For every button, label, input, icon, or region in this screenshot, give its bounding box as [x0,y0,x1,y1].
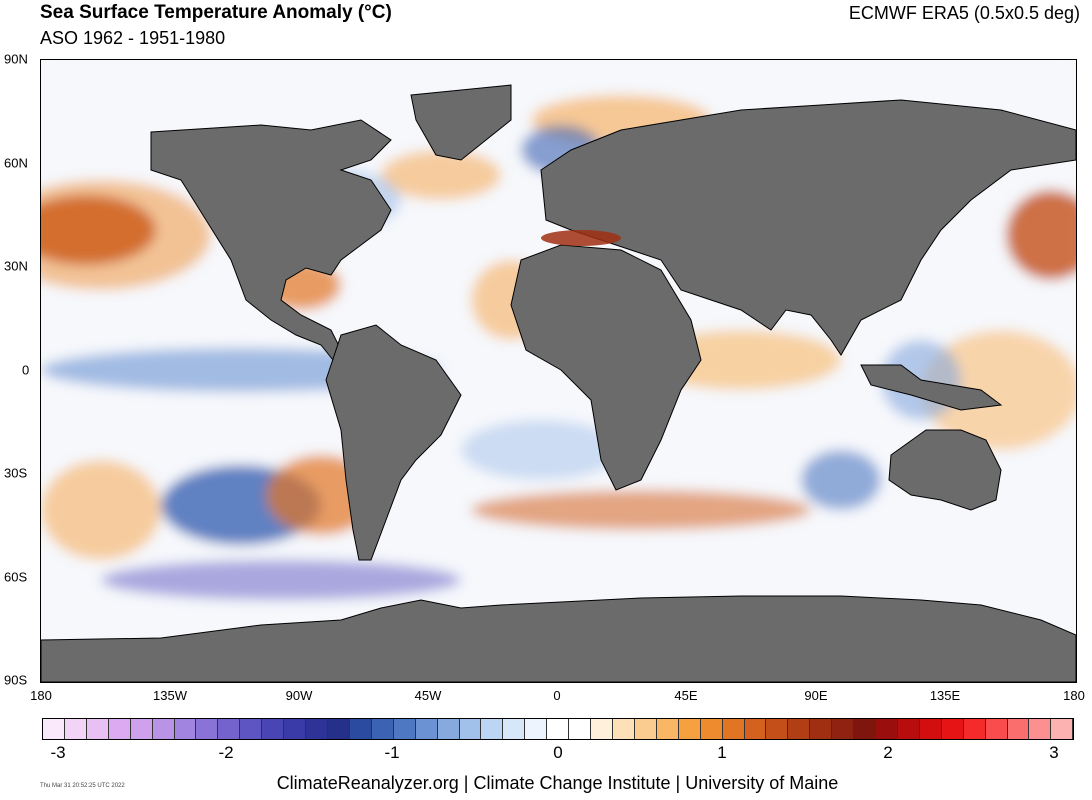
colorbar-tick-label: -2 [218,743,234,762]
colorbar-swatch [656,719,679,739]
land-greenland [410,84,512,161]
colorbar-swatch [985,719,1008,739]
lon-label: 45W [414,688,442,703]
colorbar-swatch [393,719,416,739]
colorbar-swatch [722,719,745,739]
lon-label: 90W [285,688,313,703]
chart-title: Sea Surface Temperature Anomaly (°C) [40,2,392,23]
land-north-america [150,119,392,361]
colorbar-swatch [371,719,394,739]
colorbar-tick-label: 0 [553,743,563,762]
lat-label: 30N [4,258,28,274]
colorbar-swatch [963,719,986,739]
colorbar-swatch [306,719,328,739]
colorbar-swatch [547,719,570,739]
footer-credits: ClimateReanalyzer.org | Climate Change I… [276,773,839,793]
colorbar-swatch [218,719,241,739]
mediterranean-anomaly [541,230,621,246]
colorbar-swatch [569,719,592,739]
colorbar [42,718,1074,740]
land-eurasia [540,99,1076,356]
colorbar-swatch [459,719,482,739]
colorbar-swatch [415,719,438,739]
lon-label: 180 [30,688,52,703]
colorbar-swatch [503,719,526,739]
lon-label: 45E [674,688,698,703]
colorbar-swatch [634,719,657,739]
colorbar-swatch [766,719,789,739]
render-timestamp: Thu Mar 31 20:52:25 UTC 2022 [40,783,125,789]
colorbar-swatch [897,719,920,739]
land-maritime-asia [860,364,1003,411]
colorbar-swatch [349,719,372,739]
land-antarctica [41,595,1076,682]
colorbar-tick-label: 3 [1049,743,1059,762]
colorbar-swatch [876,719,898,739]
land-south-america [325,324,462,561]
colorbar-swatch [481,719,504,739]
colorbar-swatch [240,719,263,739]
colorbar-swatch [832,719,855,739]
colorbar-swatch [941,719,964,739]
colorbar-swatch [64,719,87,739]
colorbar-swatch [1007,719,1030,739]
land-africa [510,244,702,491]
colorbar-tick-label: -3 [50,743,66,762]
lat-label: 60N [4,155,28,171]
colorbar-swatch [1029,719,1052,739]
colorbar-swatch [678,719,701,739]
colorbar-swatch [612,719,635,739]
lat-label: 0 [22,362,30,378]
colorbar-swatch [86,719,109,739]
colorbar-swatch [1051,719,1074,739]
lat-label: 30S [4,465,28,481]
colorbar-swatch [43,719,65,739]
anomaly-map [40,59,1077,683]
chart-subtitle: ASO 1962 - 1951-1980 [40,28,226,48]
colorbar-swatch [174,719,197,739]
colorbar-swatch [437,719,460,739]
lon-label: 0 [553,688,561,703]
colorbar-swatch [810,719,833,739]
colorbar-swatch [196,719,219,739]
colorbar-swatch [152,719,175,739]
lat-label: 90N [4,51,28,67]
colorbar-tick-label: 1 [717,743,727,762]
lon-label: 135W [153,688,187,703]
colorbar-swatch [591,719,613,739]
lon-label: 90E [804,688,828,703]
colorbar-tick-label: 2 [883,743,893,762]
lon-label: 135E [929,688,961,703]
colorbar-swatch [130,719,153,739]
colorbar-swatch [744,719,767,739]
lon-label: 180 [1063,688,1085,703]
lat-label: 60S [4,569,28,585]
dataset-label: ECMWF ERA5 (0.5x0.5 deg) [848,3,1080,23]
colorbar-swatch [700,719,723,739]
colorbar-swatch [284,719,307,739]
colorbar-swatch [262,719,285,739]
colorbar-swatch [327,719,350,739]
colorbar-swatch [854,719,877,739]
colorbar-tick-label: -1 [384,743,400,762]
map-svg [41,60,1076,682]
colorbar-swatch [919,719,942,739]
lat-label: 90S [4,672,28,688]
colorbar-swatch [788,719,811,739]
colorbar-swatch [525,719,548,739]
colorbar-swatch [108,719,131,739]
land-australia [888,429,1002,511]
